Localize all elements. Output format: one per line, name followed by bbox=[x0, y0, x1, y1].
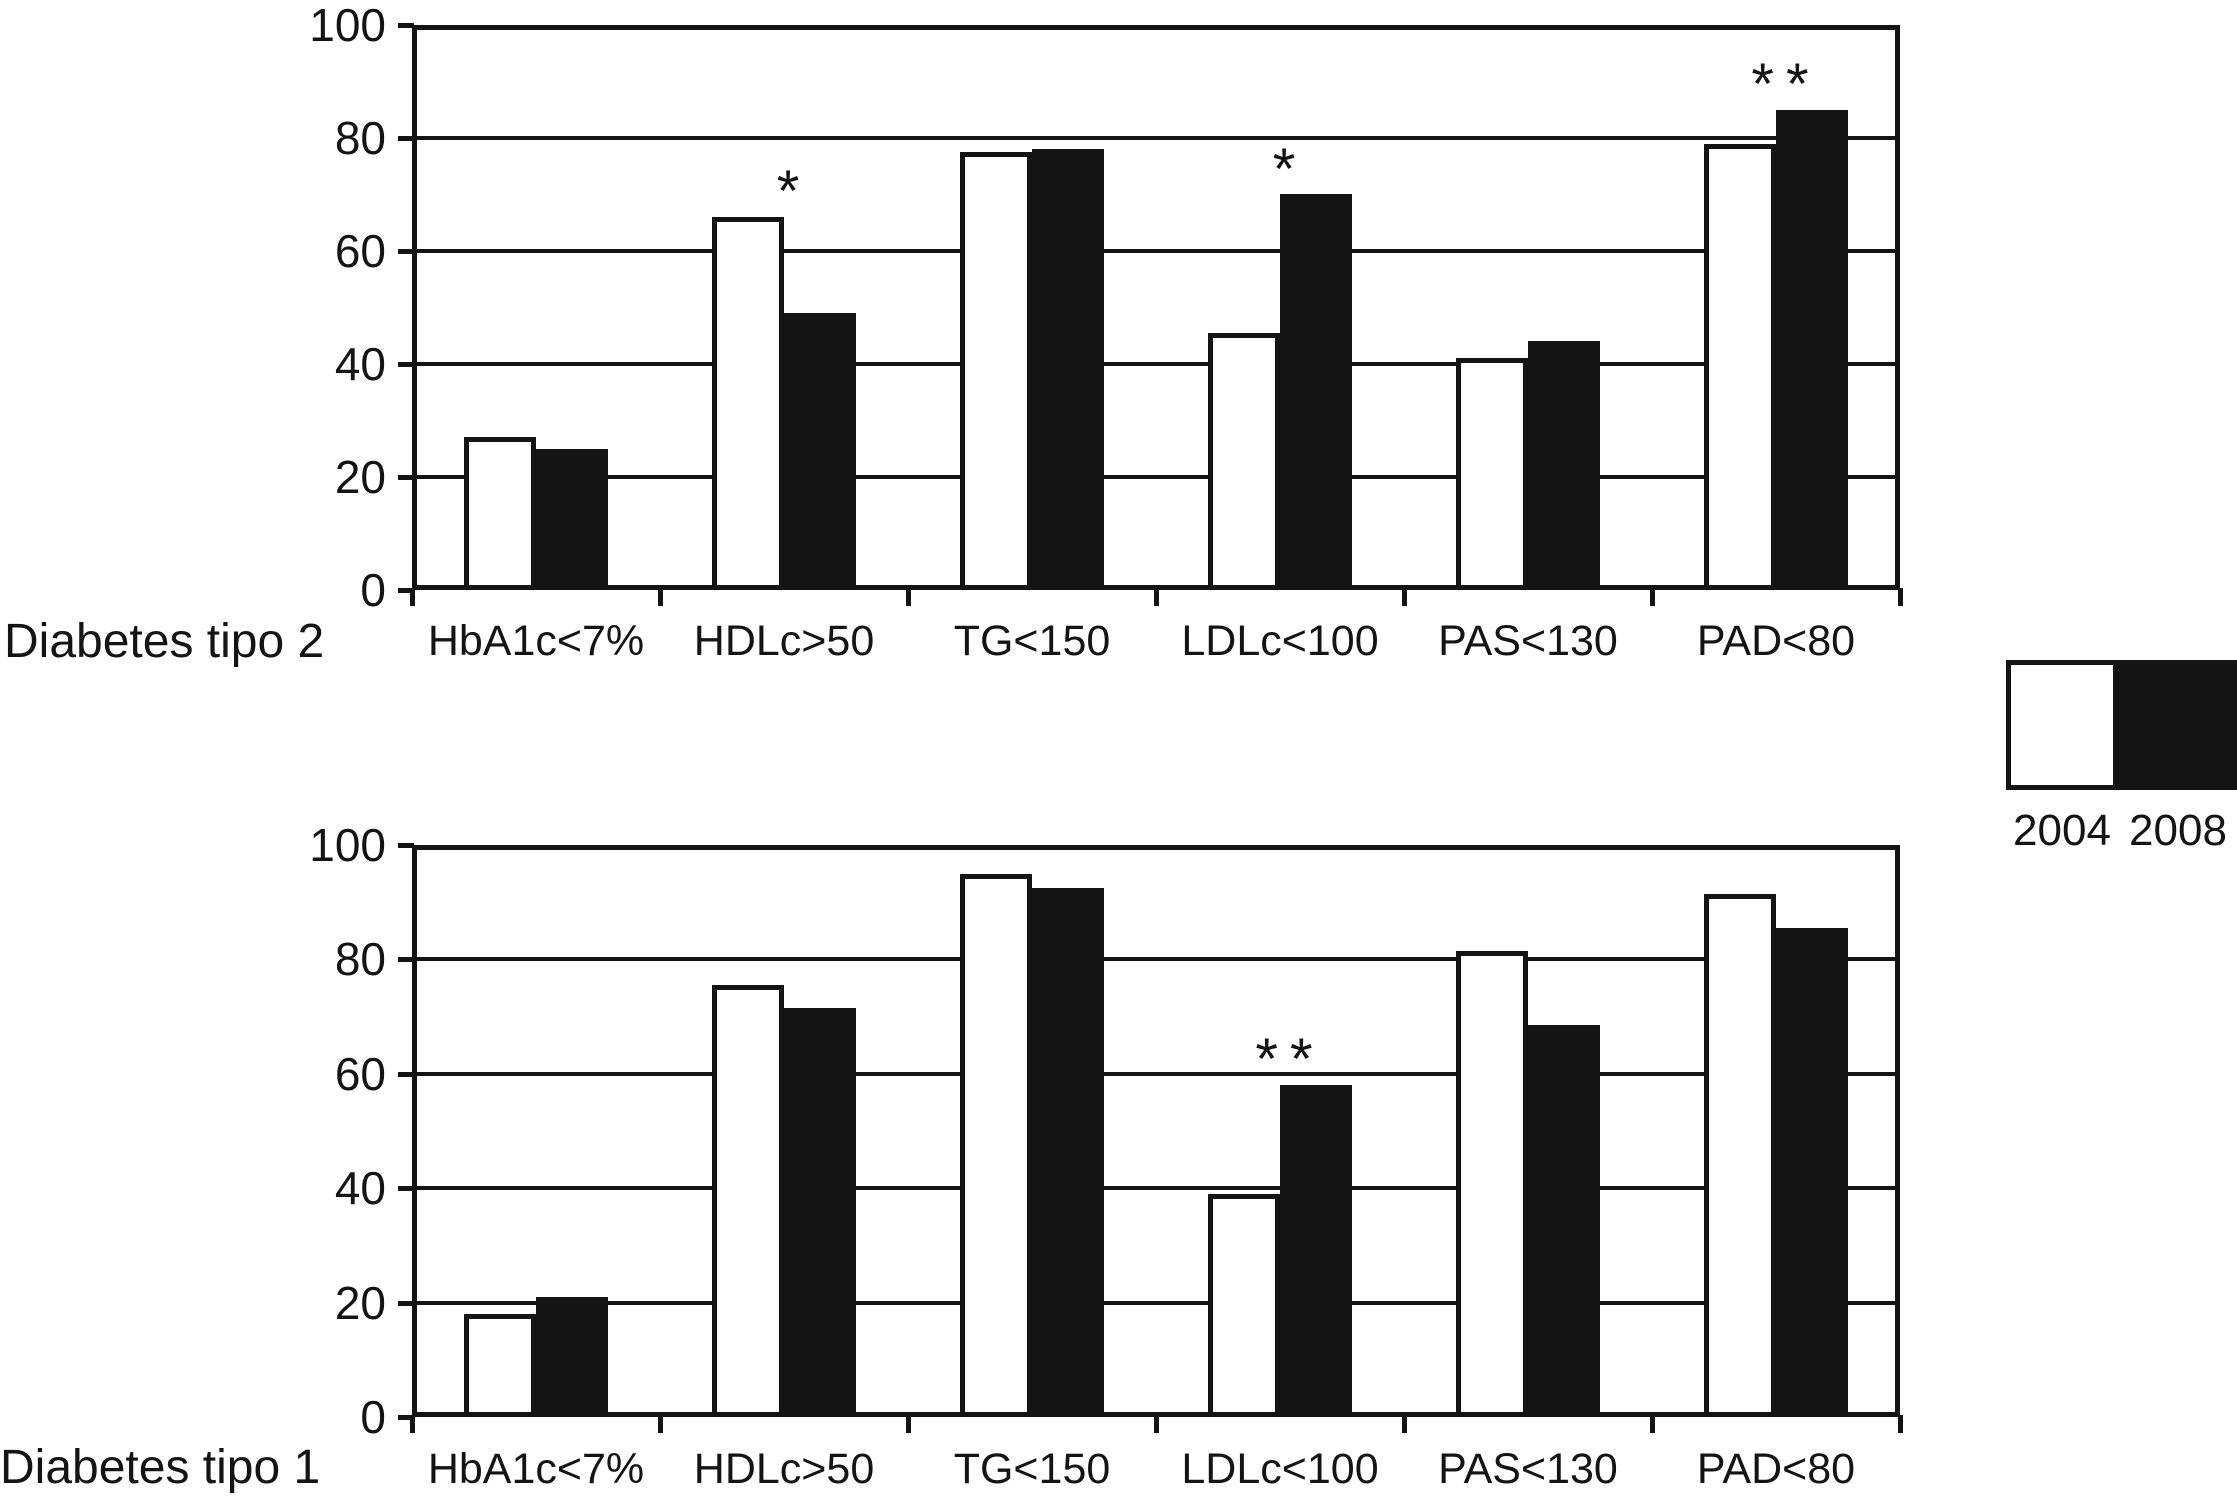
significance-asterisk-ldlc100: * bbox=[1272, 137, 1308, 202]
y-axis-tick-label-0: 0 bbox=[360, 564, 386, 616]
bar-2008-hba1c7 bbox=[536, 1297, 608, 1417]
significance-asterisk-pad80: ** bbox=[1751, 52, 1821, 117]
y-axis-tick-label-20: 20 bbox=[334, 451, 386, 503]
legend-swatch-2008 bbox=[2118, 660, 2237, 790]
bar-2008-hdlc50 bbox=[784, 313, 856, 590]
bar-2008-tg150 bbox=[1032, 888, 1104, 1417]
category-label-tg150: TG<150 bbox=[953, 1445, 1111, 1493]
gridline-80 bbox=[416, 957, 1896, 962]
x-axis-tick bbox=[906, 1415, 911, 1433]
bar-2004-ldlc100 bbox=[1208, 1194, 1280, 1417]
gridline-40 bbox=[416, 362, 1896, 366]
x-axis-tick bbox=[1898, 588, 1903, 606]
bar-2008-pad80 bbox=[1776, 110, 1848, 590]
bar-2008-tg150 bbox=[1032, 149, 1104, 590]
bar-2004-ldlc100 bbox=[1208, 333, 1280, 590]
x-axis-tick bbox=[1650, 1415, 1655, 1433]
y-axis-tick-80 bbox=[398, 957, 414, 963]
bar-2008-pas130 bbox=[1528, 1025, 1600, 1417]
bar-2004-pas130 bbox=[1456, 951, 1528, 1417]
bar-2004-pad80 bbox=[1704, 144, 1776, 590]
y-axis-tick-label-60: 60 bbox=[334, 225, 386, 277]
bar-2004-hba1c7 bbox=[464, 437, 536, 590]
category-label-ldlc100: LDLc<100 bbox=[1181, 617, 1379, 665]
bar-2008-hdlc50 bbox=[784, 1008, 856, 1417]
y-axis-tick-60 bbox=[398, 249, 414, 254]
category-label-pas130: PAS<130 bbox=[1438, 617, 1618, 665]
y-axis-tick-label-80: 80 bbox=[334, 112, 386, 164]
gridline-60 bbox=[416, 1071, 1896, 1076]
bar-2004-pas130 bbox=[1456, 358, 1528, 590]
bar-2008-pas130 bbox=[1528, 341, 1600, 590]
significance-asterisk-ldlc100: ** bbox=[1255, 1027, 1325, 1092]
x-axis-tick bbox=[1898, 1415, 1903, 1433]
y-axis-tick-label-40: 40 bbox=[334, 1162, 386, 1215]
x-axis-tick bbox=[906, 588, 911, 606]
y-axis-tick-40 bbox=[398, 1186, 414, 1192]
y-axis-tick-20 bbox=[398, 475, 414, 480]
gridline-20 bbox=[416, 475, 1896, 479]
bar-2008-ldlc100 bbox=[1280, 194, 1352, 590]
bar-2008-pad80 bbox=[1776, 928, 1848, 1417]
bar-2004-tg150 bbox=[960, 152, 1032, 590]
plot-area-diabetestipo1 bbox=[412, 845, 1900, 1417]
category-label-hdlc50: HDLc>50 bbox=[693, 1445, 875, 1493]
x-axis-tick bbox=[1402, 588, 1407, 606]
y-axis-tick-label-40: 40 bbox=[334, 338, 386, 390]
x-axis-tick bbox=[410, 588, 415, 606]
gridline-80 bbox=[416, 136, 1896, 140]
y-axis-tick-40 bbox=[398, 362, 414, 367]
bar-2004-hdlc50 bbox=[712, 217, 784, 590]
significance-asterisk-hdlc50: * bbox=[776, 159, 812, 224]
x-axis-tick bbox=[658, 588, 663, 606]
y-axis-tick-label-20: 20 bbox=[334, 1276, 386, 1329]
chart-title-diabetes-tipo-1: Diabetes tipo 1 bbox=[0, 1441, 321, 1494]
category-label-hba1c7: HbA1c<7% bbox=[427, 617, 645, 665]
category-label-pas130: PAS<130 bbox=[1438, 1445, 1618, 1493]
y-axis-tick-label-80: 80 bbox=[334, 933, 386, 986]
category-label-pad80: PAD<80 bbox=[1696, 1445, 1856, 1493]
x-axis-tick bbox=[1154, 588, 1159, 606]
bar-2004-tg150 bbox=[960, 874, 1032, 1417]
category-label-ldlc100: LDLc<100 bbox=[1181, 1445, 1379, 1493]
gridline-20 bbox=[416, 1300, 1896, 1305]
y-axis-tick-label-100: 100 bbox=[309, 819, 386, 871]
y-axis-tick-60 bbox=[398, 1071, 414, 1077]
gridline-40 bbox=[416, 1186, 1896, 1191]
bar-2004-hba1c7 bbox=[464, 1314, 536, 1417]
bar-2004-hdlc50 bbox=[712, 985, 784, 1417]
x-axis-tick bbox=[1650, 588, 1655, 606]
category-label-hdlc50: HDLc>50 bbox=[693, 617, 875, 665]
x-axis-tick bbox=[658, 1415, 663, 1433]
x-axis-tick bbox=[1154, 1415, 1159, 1433]
y-axis-tick-label-60: 60 bbox=[334, 1047, 386, 1100]
y-axis-tick-100 bbox=[398, 23, 414, 28]
chart-title-diabetes-tipo-2: Diabetes tipo 2 bbox=[4, 615, 325, 668]
x-axis-tick bbox=[410, 1415, 415, 1433]
legend-swatch-2004 bbox=[2006, 660, 2118, 790]
y-axis-tick-0 bbox=[398, 1415, 414, 1420]
plot-area-diabetestipo2 bbox=[412, 25, 1900, 590]
category-label-tg150: TG<150 bbox=[953, 617, 1111, 665]
bar-2008-ldlc100 bbox=[1280, 1085, 1352, 1417]
y-axis-tick-80 bbox=[398, 136, 414, 141]
legend-label-2008: 2008 bbox=[2129, 806, 2227, 855]
y-axis-tick-label-0: 0 bbox=[360, 1391, 386, 1443]
bar-2004-pad80 bbox=[1704, 894, 1776, 1417]
y-axis-tick-label-100: 100 bbox=[309, 0, 386, 51]
gridline-60 bbox=[416, 249, 1896, 253]
legend-label-2004: 2004 bbox=[2013, 806, 2111, 855]
category-label-pad80: PAD<80 bbox=[1696, 617, 1856, 665]
y-axis-tick-20 bbox=[398, 1300, 414, 1306]
y-axis-tick-100 bbox=[398, 843, 414, 848]
x-axis-tick bbox=[1402, 1415, 1407, 1433]
y-axis-tick-0 bbox=[398, 588, 414, 593]
bar-2008-hba1c7 bbox=[536, 449, 608, 590]
category-label-hba1c7: HbA1c<7% bbox=[427, 1445, 645, 1493]
